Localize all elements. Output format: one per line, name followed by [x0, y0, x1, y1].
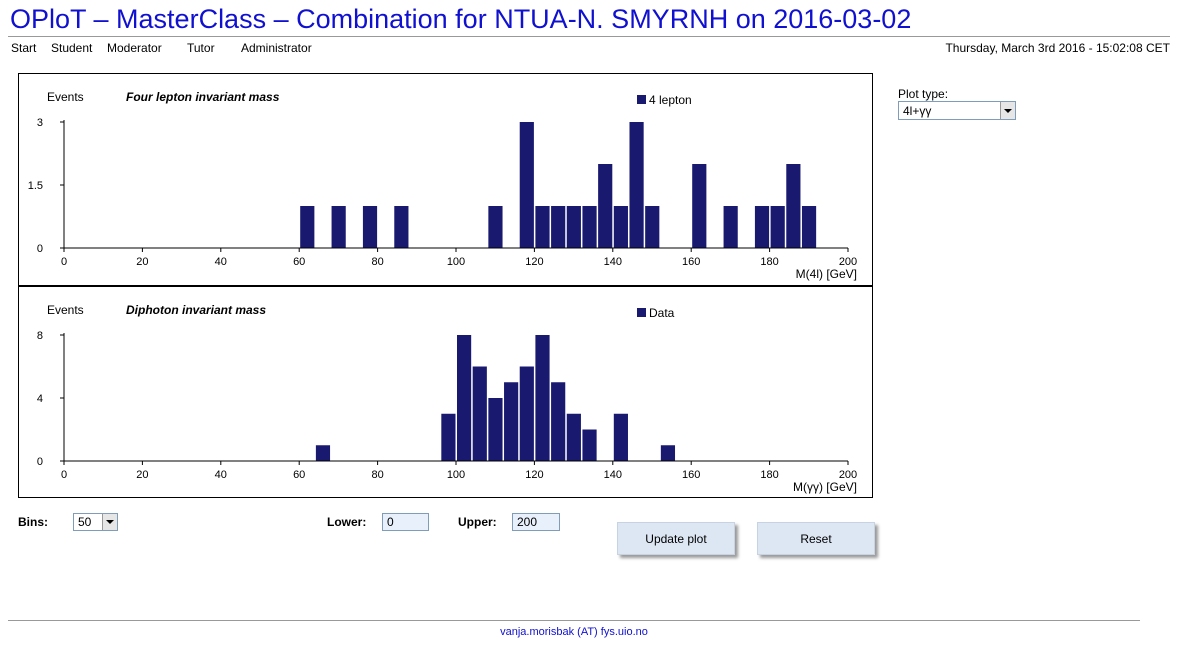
x-tick-label: 140	[604, 256, 622, 268]
x-tick-label: 0	[61, 469, 67, 481]
histogram-bar	[300, 206, 315, 248]
histogram-bar	[551, 382, 566, 461]
chart-title: Four lepton invariant mass	[126, 90, 280, 104]
bins-label: Bins:	[18, 515, 48, 529]
histogram-bar	[472, 366, 487, 461]
x-tick-label: 120	[525, 256, 543, 268]
x-tick-label: 0	[61, 256, 67, 268]
y-axis-label: Events	[47, 90, 84, 104]
bins-value: 50	[78, 515, 92, 529]
chevron-down-icon[interactable]	[1000, 102, 1015, 119]
x-tick-label: 200	[839, 256, 857, 268]
histogram-bar	[613, 206, 628, 248]
histogram-bar	[660, 445, 676, 461]
y-tick-label: 0	[37, 243, 43, 255]
bins-select[interactable]: 50	[73, 513, 118, 531]
title-divider	[8, 36, 1170, 37]
histogram-bar	[723, 206, 738, 248]
histogram-bar	[582, 429, 597, 461]
x-tick-label: 200	[839, 469, 857, 481]
histogram-bar	[519, 366, 534, 461]
legend-swatch	[637, 308, 646, 317]
histogram-bar	[551, 206, 566, 248]
histogram-bar	[613, 413, 628, 461]
legend-swatch	[637, 95, 646, 104]
plot-type-value: 4l+γγ	[903, 103, 932, 118]
y-tick-label: 3	[37, 117, 43, 129]
histogram-bar	[582, 206, 597, 248]
x-tick-label: 40	[215, 256, 227, 268]
histogram-bar	[488, 398, 503, 461]
histogram-bar	[457, 335, 472, 461]
x-tick-label: 160	[682, 256, 700, 268]
datetime-display: Thursday, March 3rd 2016 - 15:02:08 CET	[945, 41, 1170, 55]
histogram-bar	[488, 206, 503, 248]
x-axis-label: M(4l) [GeV]	[796, 267, 857, 281]
y-tick-label: 8	[37, 330, 43, 342]
histogram-bar	[770, 206, 785, 248]
histogram-bar	[504, 382, 519, 461]
chevron-down-icon[interactable]	[102, 514, 117, 530]
histogram-bar	[566, 413, 581, 461]
nav-item-start[interactable]: Start	[11, 41, 37, 55]
histogram-bar	[645, 206, 660, 248]
lower-label: Lower:	[327, 515, 367, 529]
histogram-bar	[331, 206, 346, 248]
legend-label: 4 lepton	[649, 93, 692, 107]
x-tick-label: 160	[682, 469, 700, 481]
plot-type-label: Plot type:	[898, 87, 949, 101]
histogram-bar	[598, 164, 613, 248]
upper-label: Upper:	[458, 515, 497, 529]
histogram-bar	[629, 122, 644, 248]
nav-item-administrator[interactable]: Administrator	[241, 41, 312, 55]
plot-divider	[19, 285, 872, 287]
nav-item-student[interactable]: Student	[51, 41, 93, 55]
x-tick-label: 180	[760, 469, 778, 481]
chart-title: Diphoton invariant mass	[126, 303, 266, 317]
x-tick-label: 20	[136, 469, 148, 481]
x-tick-label: 80	[371, 256, 383, 268]
upper-input[interactable]	[512, 513, 560, 531]
plot-panel: 0 20 40 60 80 100 120 140 160 180 200 0 1.5 3 Events Fo…	[18, 73, 873, 498]
x-tick-label: 120	[525, 469, 543, 481]
y-tick-label: 0	[37, 456, 43, 468]
four-lepton-chart: 0 20 40 60 80 100 120 140 160 180 200 0 1.5 3 Events Fo…	[28, 90, 857, 281]
nav-item-tutor[interactable]: Tutor	[187, 41, 215, 55]
reset-button[interactable]: Reset	[757, 522, 875, 555]
x-tick-label: 80	[371, 469, 383, 481]
x-tick-label: 60	[293, 469, 305, 481]
histogram-bar	[535, 206, 550, 248]
footer-contact[interactable]: vanja.morisbak (AT) fys.uio.no	[500, 626, 648, 638]
x-tick-label: 100	[447, 256, 465, 268]
histogram-bar	[441, 413, 456, 461]
x-tick-label: 40	[215, 469, 227, 481]
y-axis-label: Events	[47, 303, 84, 317]
x-tick-label: 140	[604, 469, 622, 481]
plot-type-select[interactable]: 4l+γγ	[898, 101, 1016, 120]
x-tick-label: 60	[293, 256, 305, 268]
histogram-bar	[692, 164, 707, 248]
histogram-bar	[315, 445, 331, 461]
lower-input[interactable]	[382, 513, 429, 531]
histogram-bar	[394, 206, 409, 248]
histogram-bar	[566, 206, 581, 248]
legend-label: Data	[649, 306, 675, 320]
histogram-bar	[801, 206, 817, 248]
x-tick-label: 20	[136, 256, 148, 268]
x-tick-label: 180	[760, 256, 778, 268]
x-tick-label: 100	[447, 469, 465, 481]
y-tick-label: 4	[37, 393, 43, 405]
y-tick-label: 1.5	[28, 180, 43, 192]
diphoton-chart: 0 20 40 60 80 100 120 140 160 180 200 0 4 8 Events Diph…	[37, 303, 857, 494]
histogram-bar	[362, 206, 378, 248]
page-title: OPloT – MasterClass – Combination for NT…	[10, 4, 912, 34]
nav-item-moderator[interactable]: Moderator	[107, 41, 162, 55]
update-plot-button[interactable]: Update plot	[617, 522, 735, 555]
histogram-bar	[786, 164, 801, 248]
histogram-bar	[754, 206, 770, 248]
histogram-bar	[535, 335, 550, 461]
histogram-bar	[519, 122, 534, 248]
x-axis-label: M(γγ) [GeV]	[793, 480, 857, 494]
footer-divider	[8, 620, 1140, 621]
